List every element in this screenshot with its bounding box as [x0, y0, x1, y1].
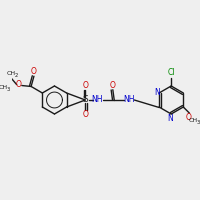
Text: CH: CH — [189, 118, 198, 123]
Text: 3: 3 — [6, 87, 10, 92]
Text: O: O — [16, 80, 21, 89]
Text: O: O — [110, 81, 116, 90]
Text: S: S — [82, 95, 88, 104]
Text: 3: 3 — [196, 120, 200, 125]
Text: NH: NH — [123, 95, 135, 104]
Text: O: O — [82, 110, 88, 119]
Text: NH: NH — [92, 95, 103, 104]
Text: 2: 2 — [15, 73, 18, 78]
Text: N: N — [167, 114, 173, 123]
Text: N: N — [154, 88, 160, 97]
Text: O: O — [82, 81, 88, 90]
Text: CH: CH — [7, 71, 16, 76]
Text: Cl: Cl — [167, 68, 175, 77]
Text: CH: CH — [0, 85, 8, 90]
Text: O: O — [186, 113, 191, 122]
Text: O: O — [31, 67, 37, 76]
